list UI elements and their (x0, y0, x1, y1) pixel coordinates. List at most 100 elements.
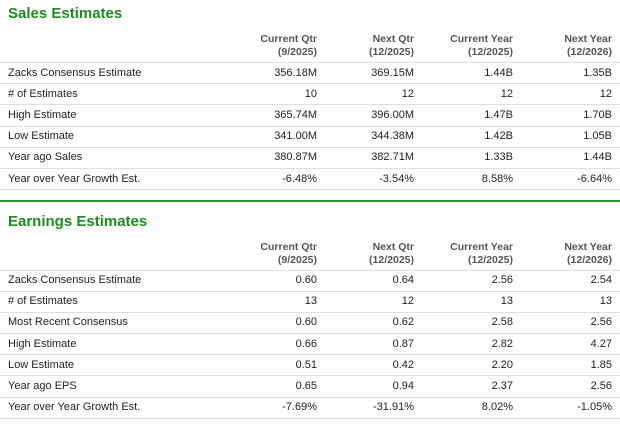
cell-value: -1.05% (577, 401, 612, 414)
column-period: (9/2025) (277, 46, 317, 58)
column-period: (12/2026) (567, 46, 612, 58)
column-name: Current Year (450, 240, 513, 253)
row-label: High Estimate (8, 108, 77, 121)
section-title: Sales Estimates (8, 5, 123, 22)
column-name: Current Qtr (260, 240, 317, 253)
cell-value: 1.44B (484, 66, 513, 79)
cell-value: 12 (401, 295, 414, 308)
column-period: (12/2026) (567, 253, 612, 266)
cell-value: 382.71M (371, 151, 414, 164)
row-divider (0, 375, 620, 377)
cell-value: 0.66 (295, 337, 317, 350)
cell-value: 1.70B (583, 108, 612, 121)
row-label: Low Estimate (8, 358, 75, 371)
cell-value: 2.56 (590, 380, 612, 392)
column-period: (12/2025) (468, 253, 513, 266)
column-name: Next Qtr (372, 33, 414, 45)
cell-value: 2.20 (491, 358, 513, 371)
column-period: (12/2025) (369, 46, 414, 58)
cell-value: 13 (304, 295, 317, 308)
row-label: Zacks Consensus Estimate (8, 66, 142, 79)
cell-value: 344.38M (371, 130, 414, 143)
cell-value: 0.60 (295, 316, 317, 329)
cell-value: 0.51 (295, 358, 317, 371)
cell-value: -6.48% (282, 172, 317, 185)
cell-value: 1.44B (583, 151, 612, 164)
cell-value: 2.56 (491, 274, 513, 286)
row-label: # of Estimates (8, 295, 78, 308)
cell-value: 13 (599, 295, 612, 308)
row-label: Year over Year Growth Est. (8, 401, 141, 414)
cell-value: 12 (599, 87, 612, 100)
cell-value: 2.82 (491, 337, 513, 350)
cell-value: 1.47B (484, 108, 513, 121)
cell-value: 13 (500, 295, 513, 308)
cell-value: 0.42 (392, 358, 414, 371)
row-label: Zacks Consensus Estimate (8, 274, 142, 286)
column-name: Next Year (564, 240, 612, 253)
cell-value: 2.58 (491, 316, 513, 329)
cell-value: 1.05B (583, 130, 612, 143)
row-divider (0, 269, 620, 271)
column-name: Next Year (564, 33, 612, 45)
row-divider (0, 104, 620, 106)
cell-value: 2.54 (590, 274, 612, 286)
cell-value: -31.91% (373, 401, 414, 414)
cell-value: 0.60 (295, 274, 317, 286)
row-label: # of Estimates (8, 87, 78, 100)
row-label: Year over Year Growth Est. (8, 172, 141, 185)
cell-value: -3.54% (379, 172, 414, 185)
row-divider (0, 125, 620, 127)
row-label: High Estimate (8, 337, 77, 350)
cell-value: 12 (500, 87, 513, 100)
cell-value: 341.00M (274, 130, 317, 143)
column-period: (12/2025) (468, 46, 513, 58)
cell-value: 0.87 (392, 337, 414, 350)
column-period: (12/2025) (369, 253, 414, 266)
cell-value: 365.74M (274, 108, 317, 121)
cell-value: 1.85 (590, 358, 612, 371)
row-divider (0, 62, 620, 63)
cell-value: 1.33B (484, 151, 513, 164)
row-divider (0, 167, 620, 169)
column-name: Next Qtr (372, 240, 414, 253)
section-divider (0, 200, 620, 202)
column-name: Current Year (450, 33, 513, 45)
row-label: Low Estimate (8, 130, 75, 143)
cell-value: 0.94 (392, 380, 414, 392)
row-divider (0, 396, 620, 398)
cell-value: 12 (401, 87, 414, 100)
cell-value: 2.56 (590, 316, 612, 329)
cell-value: 10 (304, 87, 317, 100)
row-divider (0, 354, 620, 356)
section-title: Earnings Estimates (8, 212, 148, 230)
row-divider (0, 311, 620, 313)
cell-value: 1.42B (484, 130, 513, 143)
cell-value: 356.18M (274, 66, 317, 79)
cell-value: 8.02% (481, 401, 513, 414)
cell-value: -7.69% (282, 401, 317, 414)
row-divider (0, 189, 620, 191)
row-divider (0, 333, 620, 334)
cell-value: 4.27 (590, 337, 612, 350)
cell-value: 1.35B (583, 66, 612, 79)
cell-value: 369.15M (371, 66, 414, 79)
cell-value: 0.65 (295, 380, 317, 392)
row-divider (0, 417, 620, 419)
column-name: Current Qtr (260, 33, 317, 45)
row-label: Year ago EPS (8, 380, 77, 392)
cell-value: 380.87M (274, 151, 317, 164)
row-label: Most Recent Consensus (8, 316, 128, 329)
row-label: Year ago Sales (8, 151, 83, 164)
row-divider (0, 146, 620, 148)
cell-value: 8.58% (481, 172, 513, 185)
cell-value: 2.37 (491, 380, 513, 392)
column-period: (9/2025) (277, 253, 317, 266)
cell-value: 396.00M (371, 108, 414, 121)
cell-value: 0.64 (392, 274, 414, 286)
row-divider (0, 290, 620, 292)
cell-value: 0.62 (392, 316, 414, 329)
row-divider (0, 83, 620, 85)
cell-value: -6.64% (577, 172, 612, 185)
